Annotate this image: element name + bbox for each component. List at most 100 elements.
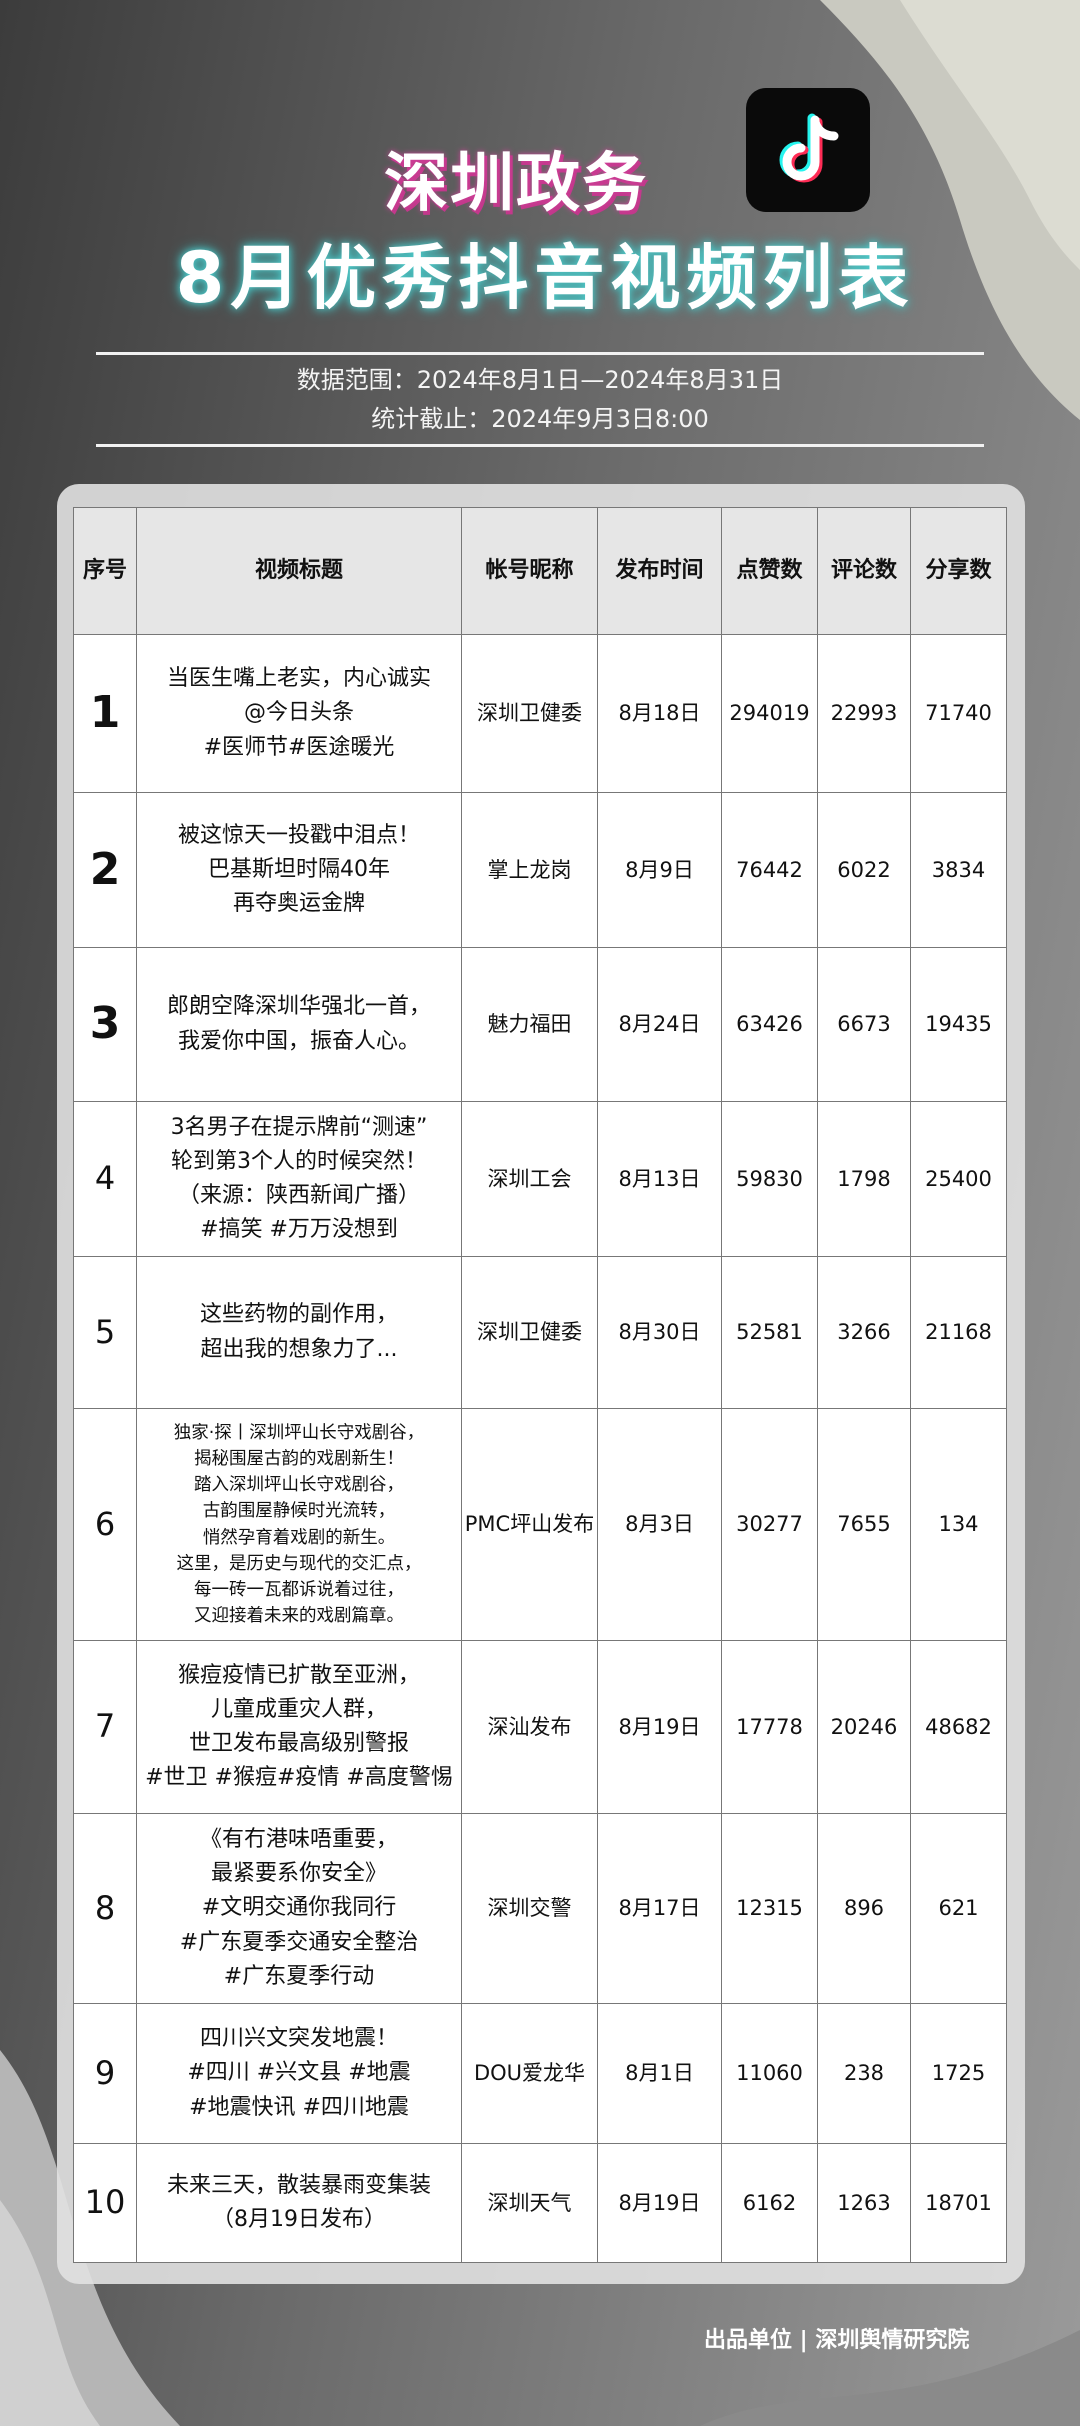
rank-cell: 7 [73,1640,137,1814]
likes-cell: 76442 [721,792,818,948]
shares-cell: 21168 [910,1256,1007,1409]
table-row: 6 独家·探丨深圳坪山长守戏剧谷， 揭秘围屋古韵的戏剧新生！ 踏入深圳坪山长守戏剧谷，… [73,1408,1007,1641]
table-row: 3 郎朗空降深圳华强北一首， 我爱你中国，振奋人心。 魅力福田 8月24日 63426 66… [73,947,1007,1102]
title-line: 再夺奥运金牌 [232,891,365,917]
table-row: 5 这些药物的副作用， 超出我的想象力了... 深圳卫健委 8月30日 52581 3266… [73,1256,1007,1409]
title-line: 超出我的想象力了... [200,1336,398,1362]
date-cell: 8月19日 [597,2143,722,2263]
rank-cell: 2 [73,792,137,948]
title-line: #广东夏季行动 [223,1963,375,1989]
likes-cell: 52581 [721,1256,818,1409]
shares-cell: 134 [910,1408,1007,1641]
title-line: 猴痘疫情已扩散至亚洲， [177,1662,420,1688]
date-cell: 8月3日 [597,1408,722,1641]
page-title-line2: 8月优秀抖音视频列表 [175,237,915,319]
col-shares: 分享数 [910,507,1007,635]
shares-cell: 71740 [910,634,1007,793]
account-cell: 深圳交警 [461,1813,598,2004]
title-cell: 猴痘疫情已扩散至亚洲， 儿童成重灾人群， 世卫发布最高级别警报 #世卫 #猴痘#疫情 … [136,1640,462,1814]
account-cell: 掌上龙岗 [461,792,598,948]
col-comments: 评论数 [817,507,911,635]
shares-cell: 18701 [910,2143,1007,2263]
title-cell: 3名男子在提示牌前“测速” 轮到第3个人的时候突然！ （来源：陕西新闻广播） #搞笑 … [136,1101,462,1257]
date-cell: 8月18日 [597,634,722,793]
title-cell: 郎朗空降深圳华强北一首， 我爱你中国，振奋人心。 [136,947,462,1102]
title-cell: 当医生嘴上老实，内心诚实 @今日头条 #医师节#医途暖光 [136,634,462,793]
col-account: 帐号昵称 [461,507,598,635]
title-line: #地震快讯 #四川地震 [189,2094,409,2120]
title-line: #四川 #兴文县 #地震 [187,2060,411,2086]
account-cell: 深圳卫健委 [461,634,598,793]
account-cell: 深汕发布 [461,1640,598,1814]
title-line: 最紧要系你安全》 [210,1861,387,1887]
title-line: 古韵围屋静候时光流转， [202,1501,396,1522]
rank-cell: 3 [73,947,137,1102]
comments-cell: 7655 [817,1408,911,1641]
table-header: 序号 视频标题 帐号昵称 发布时间 点赞数 评论数 分享数 [73,507,1007,635]
divider [96,444,984,447]
data-range: 数据范围：2024年8月1日—2024年8月31日 [296,366,784,394]
title-line: #世卫 #猴痘#疫情 #高度警惕 [145,1765,453,1791]
comments-cell: 20246 [817,1640,911,1814]
comments-cell: 238 [817,2003,911,2144]
comments-cell: 22993 [817,634,911,793]
date-cell: 8月19日 [597,1640,722,1814]
title-line: （8月19日发布） [212,2207,386,2232]
shares-cell: 48682 [910,1640,1007,1814]
title-line: 儿童成重灾人群， [210,1696,387,1722]
col-title: 视频标题 [136,507,462,635]
shares-cell: 19435 [910,947,1007,1102]
shares-cell: 3834 [910,792,1007,948]
account-cell: 魅力福田 [461,947,598,1102]
rank-cell: 6 [73,1408,137,1641]
table-row: 7 猴痘疫情已扩散至亚洲， 儿童成重灾人群， 世卫发布最高级别警报 #世卫 #猴痘#疫情… [73,1640,1007,1814]
title-line: @今日头条 [243,700,354,726]
likes-cell: 30277 [721,1408,818,1641]
comments-cell: 1263 [817,2143,911,2263]
footer-producer: 出品单位 | 深圳舆情研究院 [704,2328,970,2353]
title-line: #广东夏季交通安全整治 [179,1929,419,1955]
title-line: 踏入深圳坪山长守戏剧谷， [194,1475,404,1495]
table-row: 4 3名男子在提示牌前“测速” 轮到第3个人的时候突然！ （来源：陕西新闻广播） #搞笑… [73,1101,1007,1257]
date-cell: 8月1日 [597,2003,722,2144]
table-row: 2 被这惊天一投戳中泪点！ 巴基斯坦时隔40年 再夺奥运金牌 掌上龙岗 8月9日 76442… [73,792,1007,948]
rank-cell: 8 [73,1813,137,2004]
title-line: 揭秘围屋古韵的戏剧新生！ [194,1448,404,1469]
title-cell: 被这惊天一投戳中泪点！ 巴基斯坦时隔40年 再夺奥运金牌 [136,792,462,948]
rank-cell: 5 [73,1256,137,1409]
table-row: 10 未来三天，散装暴雨变集装 （8月19日发布） 深圳天气 8月19日 6162 1263… [73,2143,1007,2263]
account-cell: 深圳工会 [461,1101,598,1257]
likes-cell: 12315 [721,1813,818,2004]
account-cell: 深圳卫健委 [461,1256,598,1409]
table-row: 9 四川兴文突发地震！ #四川 #兴文县 #地震 #地震快讯 #四川地震 DOU爱龙华 8… [73,2003,1007,2144]
tiktok-logo-icon [746,88,870,212]
likes-cell: 63426 [721,947,818,1102]
title-line: #文明交通你我同行 [201,1895,397,1921]
date-cell: 8月9日 [597,792,722,948]
shares-cell: 25400 [910,1101,1007,1257]
title-line: 轮到第3个人的时候突然！ [171,1148,427,1174]
rank-cell: 1 [73,634,137,793]
date-cell: 8月17日 [597,1813,722,2004]
title-line: 巴基斯坦时隔40年 [208,856,390,882]
title-cell: 四川兴文突发地震！ #四川 #兴文县 #地震 #地震快讯 #四川地震 [136,2003,462,2144]
likes-cell: 59830 [721,1101,818,1257]
account-cell: DOU爱龙华 [461,2003,598,2144]
video-table: 序号 视频标题 帐号昵称 发布时间 点赞数 评论数 分享数 1 当医生嘴上老实，内… [73,507,1007,2263]
title-cell: 《有冇港味唔重要， 最紧要系你安全》 #文明交通你我同行 #广东夏季交通安全整治 #广东… [136,1813,462,2004]
title-cell: 这些药物的副作用， 超出我的想象力了... [136,1256,462,1409]
title-line: 悄然孕育着戏剧的新生。 [202,1527,396,1548]
title-line: 独家·探丨深圳坪山长守戏剧谷， [173,1422,425,1443]
title-line: #搞笑 #万万没想到 [200,1217,398,1243]
shares-cell: 1725 [910,2003,1007,2144]
title-line: （来源：陕西新闻广播） [177,1183,420,1208]
likes-cell: 11060 [721,2003,818,2144]
comments-cell: 3266 [817,1256,911,1409]
title-line: 我爱你中国，振奋人心。 [177,1028,420,1054]
title-line: 又迎接着未来的戏剧篇章。 [194,1606,404,1627]
rank-cell: 4 [73,1101,137,1257]
col-likes: 点赞数 [721,507,818,635]
likes-cell: 17778 [721,1640,818,1814]
rank-cell: 9 [73,2003,137,2144]
